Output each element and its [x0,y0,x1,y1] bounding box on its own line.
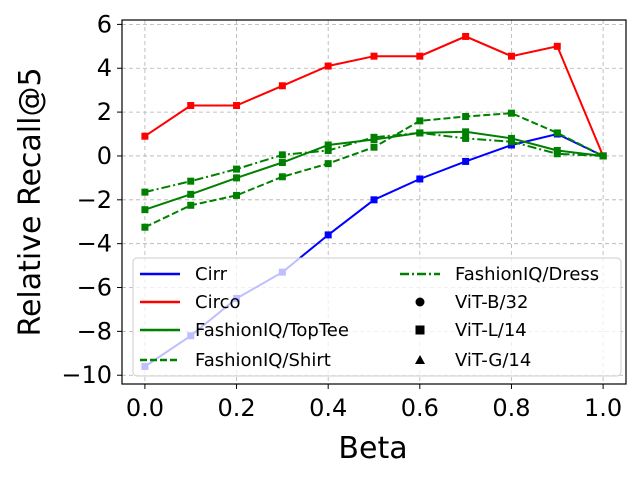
x-tick-label: 1.0 [584,394,622,422]
data-point [416,129,424,137]
legend-label: ViT-G/14 [455,350,531,371]
data-point [187,190,195,198]
y-tick-label: −10 [61,361,112,389]
data-point [324,141,332,149]
data-point [324,231,332,239]
data-point [507,109,515,117]
data-point [187,201,195,209]
data-point [324,160,332,168]
data-point [141,188,149,196]
data-point [370,143,378,151]
legend-marker-square [415,325,425,335]
legend-marker-circle [415,297,425,307]
x-tick-label: 0.2 [217,394,255,422]
data-point [462,112,470,120]
y-tick-label: 4 [97,54,112,82]
y-tick-label: −6 [77,274,112,302]
data-point [462,32,470,40]
data-point [324,62,332,70]
y-tick-label: 0 [97,142,112,170]
data-point [233,191,241,199]
legend-label: Circo [195,292,240,313]
legend-label: FashionIQ/TopTee [195,320,349,341]
legend-label: FashionIQ/Shirt [195,350,331,371]
x-tick-label: 0.4 [309,394,347,422]
x-tick-label: 0.6 [401,394,439,422]
data-point [233,102,241,110]
legend-box [132,257,622,377]
data-point [370,52,378,60]
data-point [416,175,424,183]
data-point [141,132,149,140]
data-point [370,196,378,204]
legend-marker-triangle [415,355,425,364]
data-point [233,174,241,182]
x-axis: 0.0 0.2 0.4 0.6 0.8 1.0 [126,384,622,422]
y-axis: −10 −8 −6 −4 −2 0 2 4 6 [61,10,122,389]
y-tick-label: −2 [77,186,112,214]
x-tick-label: 0.8 [492,394,530,422]
legend: Cirr Circo FashionIQ/TopTee FashionIQ/Shirt… [132,257,622,377]
data-point [553,42,561,50]
data-point [370,133,378,141]
x-axis-title: Beta [338,431,407,466]
data-point [141,206,149,214]
data-point [278,159,286,167]
series-line [144,112,604,229]
data-point [416,117,424,125]
x-tick-label: 0.0 [126,394,164,422]
data-point [462,128,470,136]
data-point [553,129,561,137]
data-point [187,102,195,110]
legend-label: Cirr [195,264,228,285]
legend-label: ViT-B/32 [455,292,528,313]
data-point [141,223,149,231]
data-point [553,150,561,158]
series-fashioniq-shirt [141,109,607,231]
data-point [187,177,195,185]
data-point [507,138,515,146]
data-point [462,134,470,142]
y-tick-label: 2 [97,98,112,126]
series-fashioniq-dress [141,129,607,196]
data-point [324,146,332,154]
data-point [278,82,286,90]
data-point [233,165,241,173]
legend-label: ViT-L/14 [455,320,527,341]
data-point [278,151,286,159]
plot-frame [121,19,627,385]
legend-label: FashionIQ/Dress [455,264,599,285]
y-tick-label: −4 [77,230,112,258]
data-point [462,157,470,165]
data-point [599,152,607,160]
data-point [278,173,286,181]
data-point [416,52,424,60]
series-circo [141,32,607,160]
y-tick-label: −8 [77,317,112,345]
y-tick-label: 6 [97,10,112,38]
y-axis-title: Relative Recall@5 [13,67,48,336]
data-point [507,52,515,60]
